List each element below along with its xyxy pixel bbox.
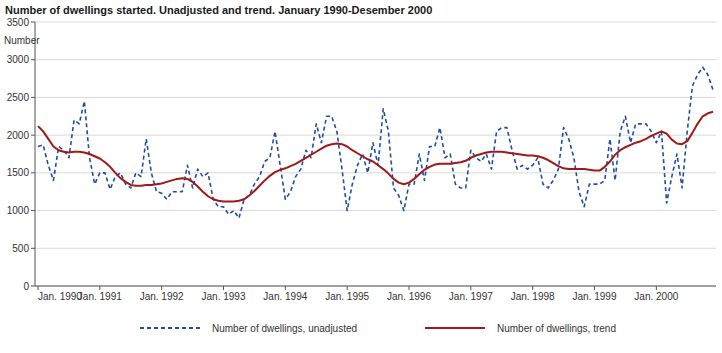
x-tick-label: Jan. 1993 (202, 291, 246, 302)
legend-swatch (140, 327, 200, 329)
chart: Number of dwellings started. Unadjusted … (0, 0, 722, 353)
legend-label: Number of dwellings, unadjusted (212, 323, 357, 334)
x-tick (470, 286, 471, 290)
grid-line (35, 97, 716, 98)
x-tick-label: Jan. 1992 (140, 291, 184, 302)
x-axis (35, 286, 716, 287)
x-tick-label: Jan. 1991 (78, 291, 122, 302)
plot-area (38, 67, 713, 218)
x-tick (347, 286, 348, 290)
y-tick-label: 3000 (7, 54, 30, 65)
series-line (38, 67, 713, 218)
x-tick (408, 286, 409, 290)
y-tick (31, 172, 35, 173)
legend-label: Number of dwellings, trend (497, 323, 616, 334)
x-tick (161, 286, 162, 290)
y-tick (31, 210, 35, 211)
x-tick (285, 286, 286, 290)
y-tick-label: 2500 (7, 92, 30, 103)
title: Number of dwellings started. Unadjusted … (5, 4, 432, 16)
x-tick-label: Jan. 2000 (634, 291, 678, 302)
y-tick (31, 97, 35, 98)
y-tick-label: 3500 (7, 17, 30, 28)
y-tick-label: 500 (12, 243, 29, 254)
x-tick (38, 286, 39, 290)
y-tick-label: 0 (23, 281, 29, 292)
grid-line (35, 210, 716, 211)
x-tick-label: Jan. 1990 (38, 291, 82, 302)
y-tick (31, 286, 35, 287)
grid-line (35, 135, 716, 136)
legend-swatch (425, 327, 485, 329)
x-tick (594, 286, 595, 290)
grid-line (35, 59, 716, 60)
x-tick-label: Jan. 1999 (573, 291, 617, 302)
x-tick-label: Jan. 1994 (263, 291, 307, 302)
grid-line (35, 172, 716, 173)
y-tick (31, 248, 35, 249)
y-tick (31, 22, 35, 23)
grid-line (35, 248, 716, 249)
x-tick (656, 286, 657, 290)
series-line (38, 112, 713, 202)
y-tick (31, 135, 35, 136)
x-tick (223, 286, 224, 290)
x-tick-label: Jan. 1995 (325, 291, 369, 302)
grid-line (35, 22, 716, 23)
y-tick-label: 1500 (7, 167, 30, 178)
grid-line (35, 286, 716, 287)
y-tick-label: 2000 (7, 130, 30, 141)
y-tick-label: 1000 (7, 205, 30, 216)
x-tick-label: Jan. 1997 (449, 291, 493, 302)
y-tick (31, 59, 35, 60)
x-tick (532, 286, 533, 290)
y-axis (35, 22, 36, 286)
x-tick-label: Jan. 1998 (511, 291, 555, 302)
x-tick (99, 286, 100, 290)
x-tick-label: Jan. 1996 (387, 291, 431, 302)
